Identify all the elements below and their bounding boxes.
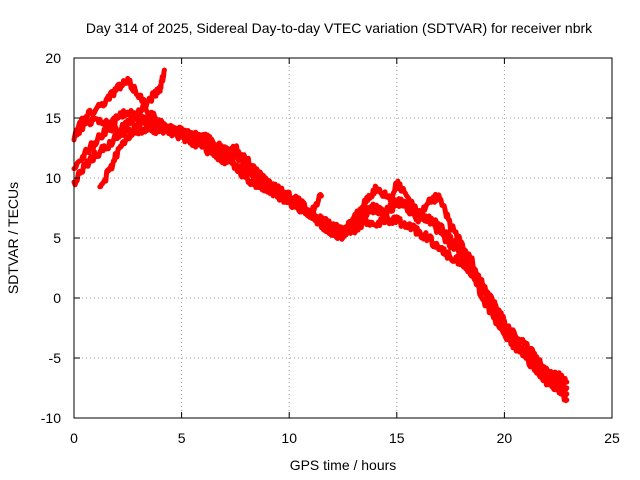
series-line-arc-2 xyxy=(71,67,167,143)
chart-title: Day 314 of 2025, Sidereal Day-to-day VTE… xyxy=(86,20,593,36)
y-tick-label: 20 xyxy=(45,50,61,66)
series-line-arc-5 xyxy=(97,111,324,218)
x-tick-label: 0 xyxy=(70,430,78,446)
y-tick-label: 0 xyxy=(53,290,61,306)
x-tick-label: 15 xyxy=(389,430,405,446)
series-line-arc-6 xyxy=(329,183,570,392)
y-tick-label: -10 xyxy=(41,410,61,426)
series-line-arc-4 xyxy=(71,108,570,400)
y-tick-label: 10 xyxy=(45,170,61,186)
data-series xyxy=(71,67,570,404)
y-axis-label: SDTVAR / TECUs xyxy=(5,182,21,294)
axis-ticks: 0 5 10 15 20 25 -10 -5 0 5 10 15 20 xyxy=(41,50,620,446)
x-tick-label: 25 xyxy=(604,430,620,446)
x-tick-label: 20 xyxy=(497,430,513,446)
x-tick-label: 10 xyxy=(281,430,297,446)
y-tick-label: 5 xyxy=(53,230,61,246)
y-tick-label: 15 xyxy=(45,110,61,126)
y-tick-label: -5 xyxy=(49,350,62,366)
x-axis-label: GPS time / hours xyxy=(290,457,397,473)
x-tick-label: 5 xyxy=(178,430,186,446)
